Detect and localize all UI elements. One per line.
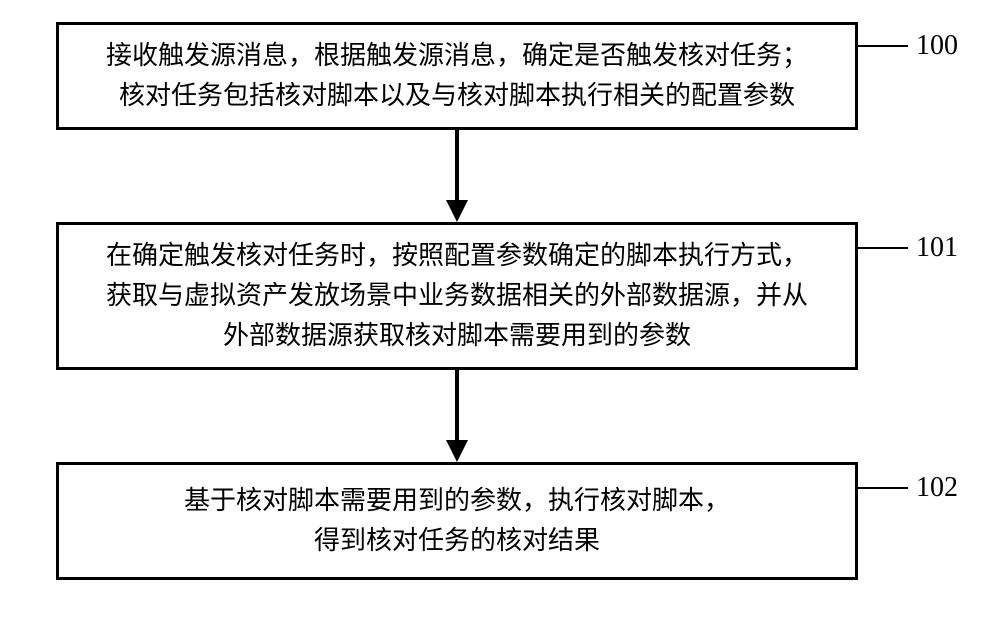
arrow-shaft [455,370,459,440]
node-text-line: 得到核对任务的核对结果 [314,521,600,561]
flowchart-canvas: 接收触发源消息，根据触发源消息，确定是否触发核对任务； 核对任务包括核对脚本以及… [0,0,1000,629]
node-text-line: 获取与虚拟资产发放场景中业务数据相关的外部数据源，并从 [106,276,808,316]
node-text-line: 在确定触发核对任务时，按照配置参数确定的脚本执行方式， [106,236,808,276]
arrow-head [446,440,468,462]
leader-line [858,45,908,47]
arrow-shaft [455,130,459,200]
step-label-102: 102 [916,472,958,504]
arrow-head [446,200,468,222]
leader-line [858,247,908,249]
step-label-101: 101 [916,232,958,264]
flow-node-102: 基于核对脚本需要用到的参数，执行核对脚本， 得到核对任务的核对结果 [56,462,858,580]
flow-node-100: 接收触发源消息，根据触发源消息，确定是否触发核对任务； 核对任务包括核对脚本以及… [56,22,858,130]
node-text-line: 接收触发源消息，根据触发源消息，确定是否触发核对任务； [106,36,808,76]
node-text-line: 基于核对脚本需要用到的参数，执行核对脚本， [184,481,730,521]
step-label-100: 100 [916,30,958,62]
leader-line [858,487,908,489]
flow-node-101: 在确定触发核对任务时，按照配置参数确定的脚本执行方式， 获取与虚拟资产发放场景中… [56,222,858,370]
node-text-line: 核对任务包括核对脚本以及与核对脚本执行相关的配置参数 [119,76,795,116]
node-text-line: 外部数据源获取核对脚本需要用到的参数 [223,316,691,356]
